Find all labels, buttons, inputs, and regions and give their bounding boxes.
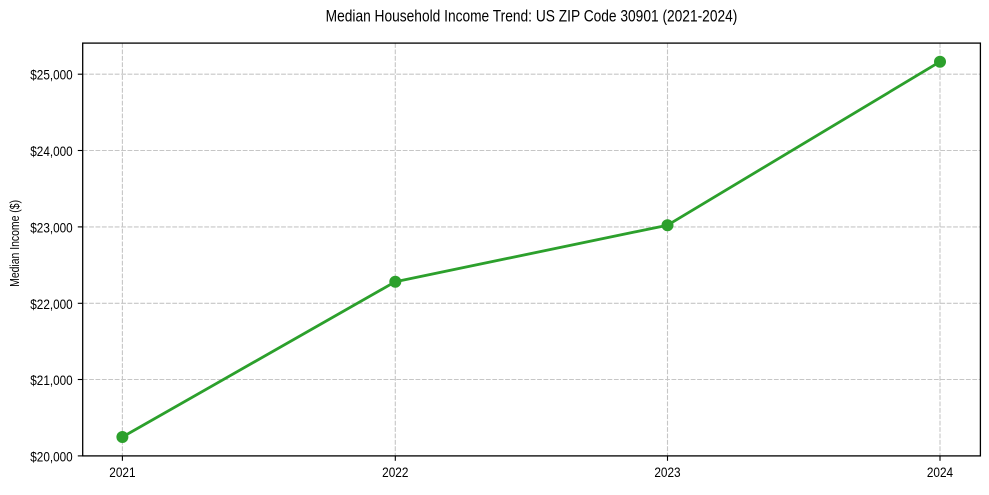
svg-text:2022: 2022: [382, 464, 408, 480]
svg-text:$23,000: $23,000: [30, 219, 72, 235]
svg-text:$21,000: $21,000: [30, 372, 72, 388]
svg-text:2024: 2024: [927, 464, 953, 480]
svg-text:$20,000: $20,000: [30, 448, 72, 464]
svg-text:$24,000: $24,000: [30, 143, 72, 159]
svg-text:2021: 2021: [109, 464, 135, 480]
svg-text:2023: 2023: [654, 464, 680, 480]
svg-text:$25,000: $25,000: [30, 67, 72, 83]
svg-text:Median Household Income Trend:: Median Household Income Trend: US ZIP Co…: [326, 7, 738, 26]
svg-text:$22,000: $22,000: [30, 296, 72, 312]
svg-text:Median Income ($): Median Income ($): [9, 200, 22, 287]
